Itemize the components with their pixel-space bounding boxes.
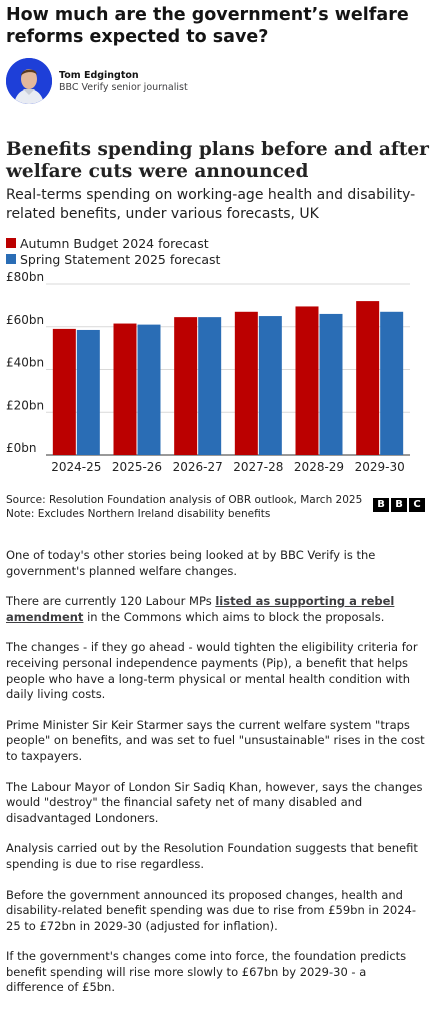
article-paragraph: Analysis carried out by the Resolution F… [6, 841, 418, 871]
bbc-logo-block: B [373, 498, 389, 512]
bbc-logo-block: B [391, 498, 407, 512]
legend-item-spring-statement: Spring Statement 2025 forecast [6, 251, 220, 267]
bar-spring-statement-2029-30 [380, 311, 404, 455]
author-photo [6, 58, 52, 104]
legend-swatch-blue [6, 254, 16, 264]
paragraph-text: There are currently 120 Labour MPs [6, 594, 216, 609]
x-tick-label: 2025-26 [112, 460, 162, 474]
x-tick-label: 2026-27 [173, 460, 223, 474]
x-tick-label: 2028-29 [294, 460, 344, 474]
x-tick-label: 2027-28 [233, 460, 283, 474]
x-tick-label: 2024-25 [51, 460, 101, 474]
legend-label: Autumn Budget 2024 forecast [20, 235, 209, 251]
chart-title: Benefits spending plans before and after… [6, 139, 429, 182]
source-line: Source: Resolution Foundation analysis o… [6, 494, 363, 506]
x-tick-label: 2029-30 [355, 460, 405, 474]
y-tick-label: £80bn [6, 270, 44, 284]
chart-subtitle: Real-terms spending on working-age healt… [6, 187, 416, 222]
article-paragraph: If the government's changes come into fo… [6, 949, 407, 995]
y-tick-label: £60bn [6, 313, 44, 327]
author-name: Tom Edgington [59, 70, 139, 81]
bar-spring-statement-2028-29 [319, 313, 343, 455]
article-paragraph: Prime Minister Sir Keir Starmer says the… [6, 717, 425, 763]
note-line: Note: Excludes Northern Ireland disabili… [6, 508, 271, 520]
article-paragraph: Before the government announced its prop… [6, 887, 416, 933]
page-title: How much are the government’s welfare re… [6, 5, 409, 47]
bbc-logo-block: C [409, 498, 425, 512]
bar-autumn-budget-2027-28 [234, 311, 258, 455]
bar-spring-statement-2025-26 [137, 324, 161, 455]
chart-source: Source: Resolution Foundation analysis o… [6, 493, 362, 521]
legend-swatch-red [6, 238, 16, 248]
bar-chart: £0bn £20bn £40bn £60bn £80bn 2024-25 2025-26 20… [6, 270, 410, 474]
article-paragraph: One of today's other stories being looke… [6, 548, 376, 578]
legend-label: Spring Statement 2025 forecast [20, 251, 221, 267]
y-tick-label: £0bn [6, 441, 37, 455]
y-tick-label: £40bn [6, 356, 44, 370]
bar-spring-statement-2024-25 [76, 329, 100, 455]
avatar [6, 58, 52, 104]
y-tick-label: £20bn [6, 398, 44, 412]
bar-autumn-budget-2028-29 [295, 306, 319, 455]
author-byline: Tom Edgington BBC Verify senior journali… [6, 58, 426, 108]
author-role: BBC Verify senior journalist [59, 82, 188, 93]
bbc-logo: B B C [373, 498, 425, 512]
bar-autumn-budget-2029-30 [356, 301, 380, 455]
article-body: One of today's other stories being looke… [6, 548, 426, 1011]
bar-autumn-budget-2024-25 [52, 328, 76, 455]
article-paragraph: There are currently 120 Labour MPs liste… [6, 594, 426, 625]
bar-spring-statement-2026-27 [198, 317, 222, 455]
chart-legend: Autumn Budget 2024 forecast Spring State… [6, 235, 220, 267]
article-paragraph: The Labour Mayor of London Sir Sadiq Kha… [6, 779, 423, 825]
rebel-amendment-link[interactable]: listed as supporting a rebel amendment [6, 594, 395, 624]
paragraph-text: in the Commons which aims to block the p… [83, 609, 385, 624]
bar-autumn-budget-2026-27 [174, 317, 198, 455]
article-paragraph: The changes - if they go ahead - would t… [6, 640, 418, 702]
bar-autumn-budget-2025-26 [113, 323, 137, 455]
bar-spring-statement-2027-28 [258, 316, 282, 455]
legend-item-autumn-budget: Autumn Budget 2024 forecast [6, 235, 220, 251]
